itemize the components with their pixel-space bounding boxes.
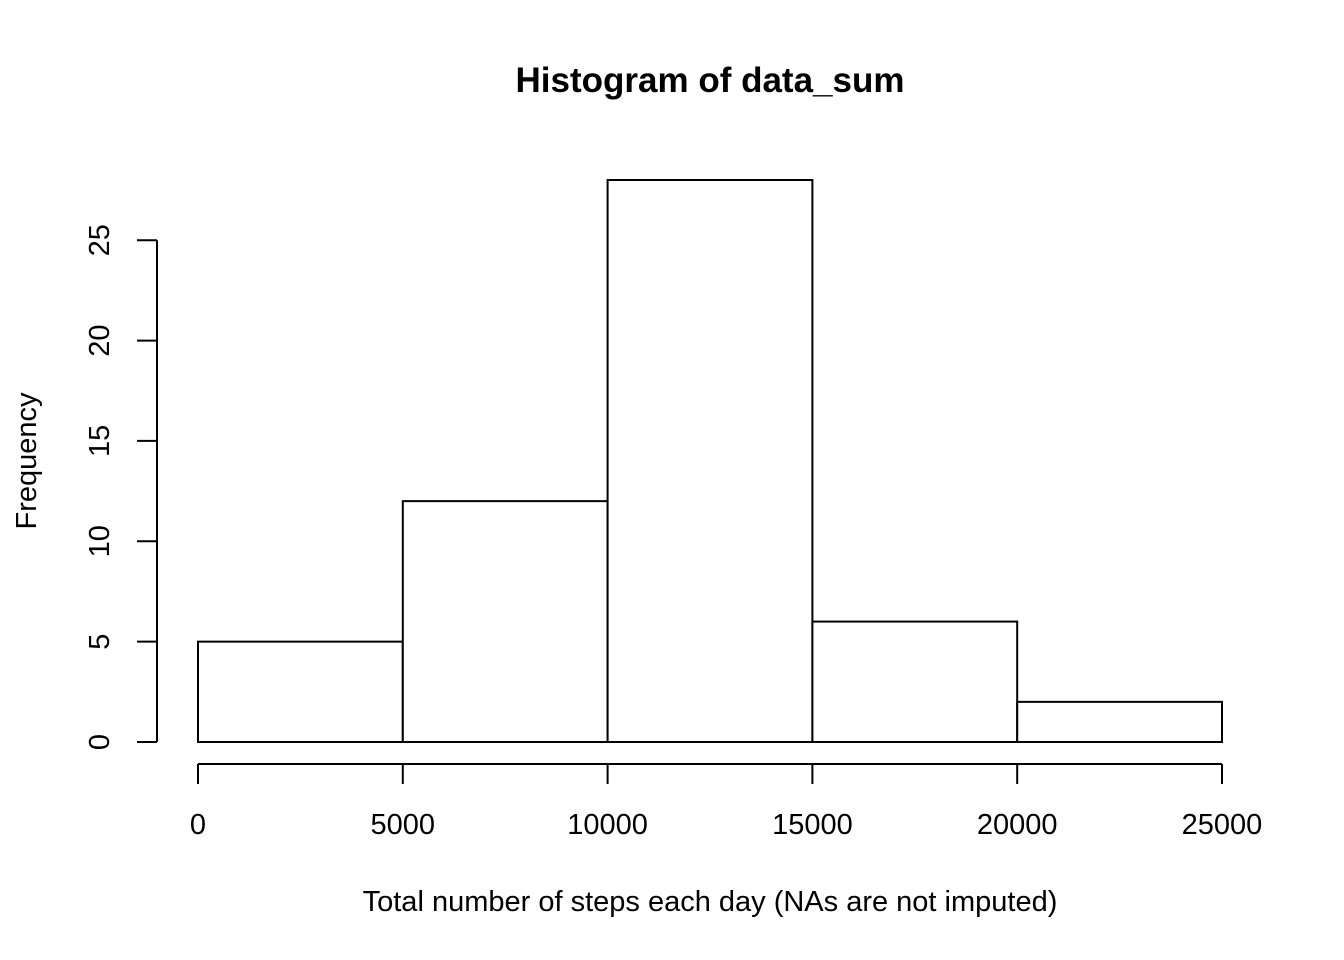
x-tick-label-2: 10000 <box>567 809 648 841</box>
x-tick-label-0: 0 <box>190 809 206 841</box>
histogram-bar-4 <box>1016 700 1224 743</box>
chart-title: Histogram of data_sum <box>516 61 905 100</box>
y-axis: 0 5 10 15 20 25 <box>84 224 158 750</box>
x-tick-label-1: 5000 <box>371 809 436 841</box>
y-tick-label-5: 25 <box>84 224 116 256</box>
x-tick-label-4: 20000 <box>977 809 1058 841</box>
x-axis: 0 5000 10000 15000 20000 25000 <box>190 763 1263 841</box>
histogram-bar-2 <box>606 179 814 743</box>
x-axis-label: Total number of steps each day (NAs are … <box>363 886 1058 918</box>
bars-group <box>197 179 1224 744</box>
y-tick-label-0: 0 <box>84 734 116 750</box>
histogram-bar-1 <box>401 500 609 743</box>
y-tick-label-2: 10 <box>84 525 116 557</box>
x-tick-label-5: 25000 <box>1182 809 1263 841</box>
histogram-bar-0 <box>197 640 404 744</box>
y-tick-label-1: 5 <box>84 634 116 650</box>
y-tick-label-3: 15 <box>84 425 116 457</box>
histogram-bar-3 <box>811 620 1019 743</box>
y-axis-label: Frequency <box>11 392 43 530</box>
x-tick-label-3: 15000 <box>772 809 853 841</box>
y-tick-label-4: 20 <box>84 324 116 356</box>
